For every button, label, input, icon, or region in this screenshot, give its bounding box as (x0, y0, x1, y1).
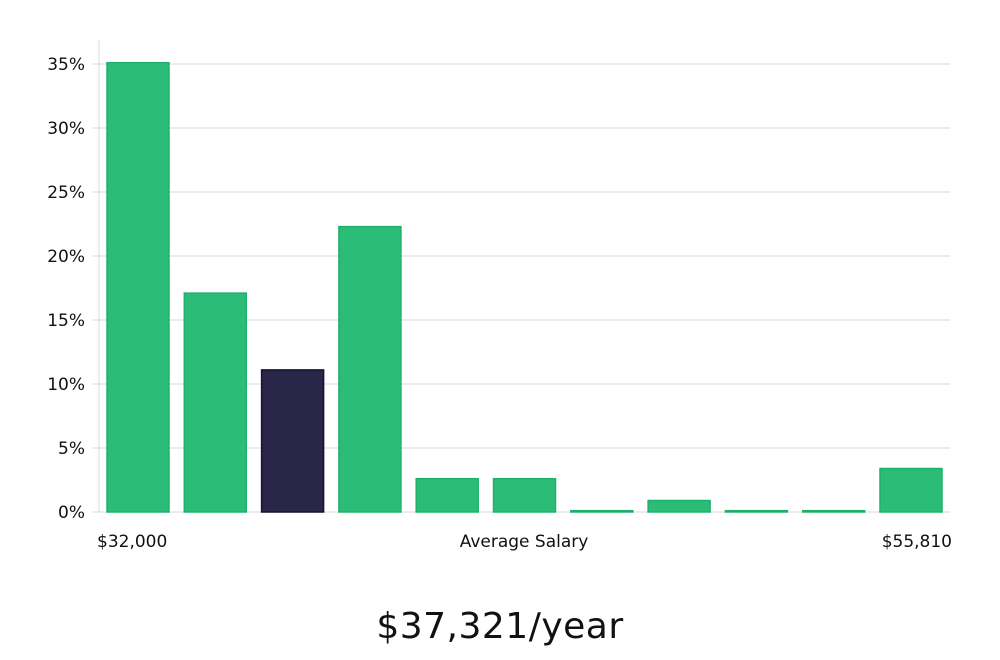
y-axis-ticks: 0% 5% 10% 15% 20% 25% 30% 35% (47, 55, 100, 523)
salary-histogram: 0% 5% 10% 15% 20% 25% 30% 35% $32,000 Average S… (47, 40, 952, 552)
bar (492, 477, 557, 513)
y-tick-label: 10% (47, 375, 85, 395)
average-salary-value: $37,321/year (376, 606, 624, 647)
x-axis-title: Average Salary (460, 532, 589, 552)
y-tick-label: 35% (47, 55, 85, 75)
bar (647, 499, 711, 513)
bar (801, 509, 866, 513)
bar (415, 477, 479, 513)
y-tick-label: 5% (58, 439, 85, 459)
x-max-label: $55,810 (882, 532, 952, 552)
y-tick-label: 0% (58, 503, 85, 523)
y-tick-label: 20% (47, 247, 85, 267)
bar-highlighted (260, 369, 325, 513)
bar (106, 61, 170, 513)
bar (183, 292, 248, 513)
bars (106, 61, 943, 513)
bar (879, 467, 943, 513)
y-tick-label: 25% (47, 183, 85, 203)
y-tick-label: 30% (47, 119, 85, 139)
bar (724, 509, 789, 513)
bar (338, 225, 402, 513)
y-tick-label: 15% (47, 311, 85, 331)
bar (570, 509, 634, 513)
x-min-label: $32,000 (97, 532, 167, 552)
